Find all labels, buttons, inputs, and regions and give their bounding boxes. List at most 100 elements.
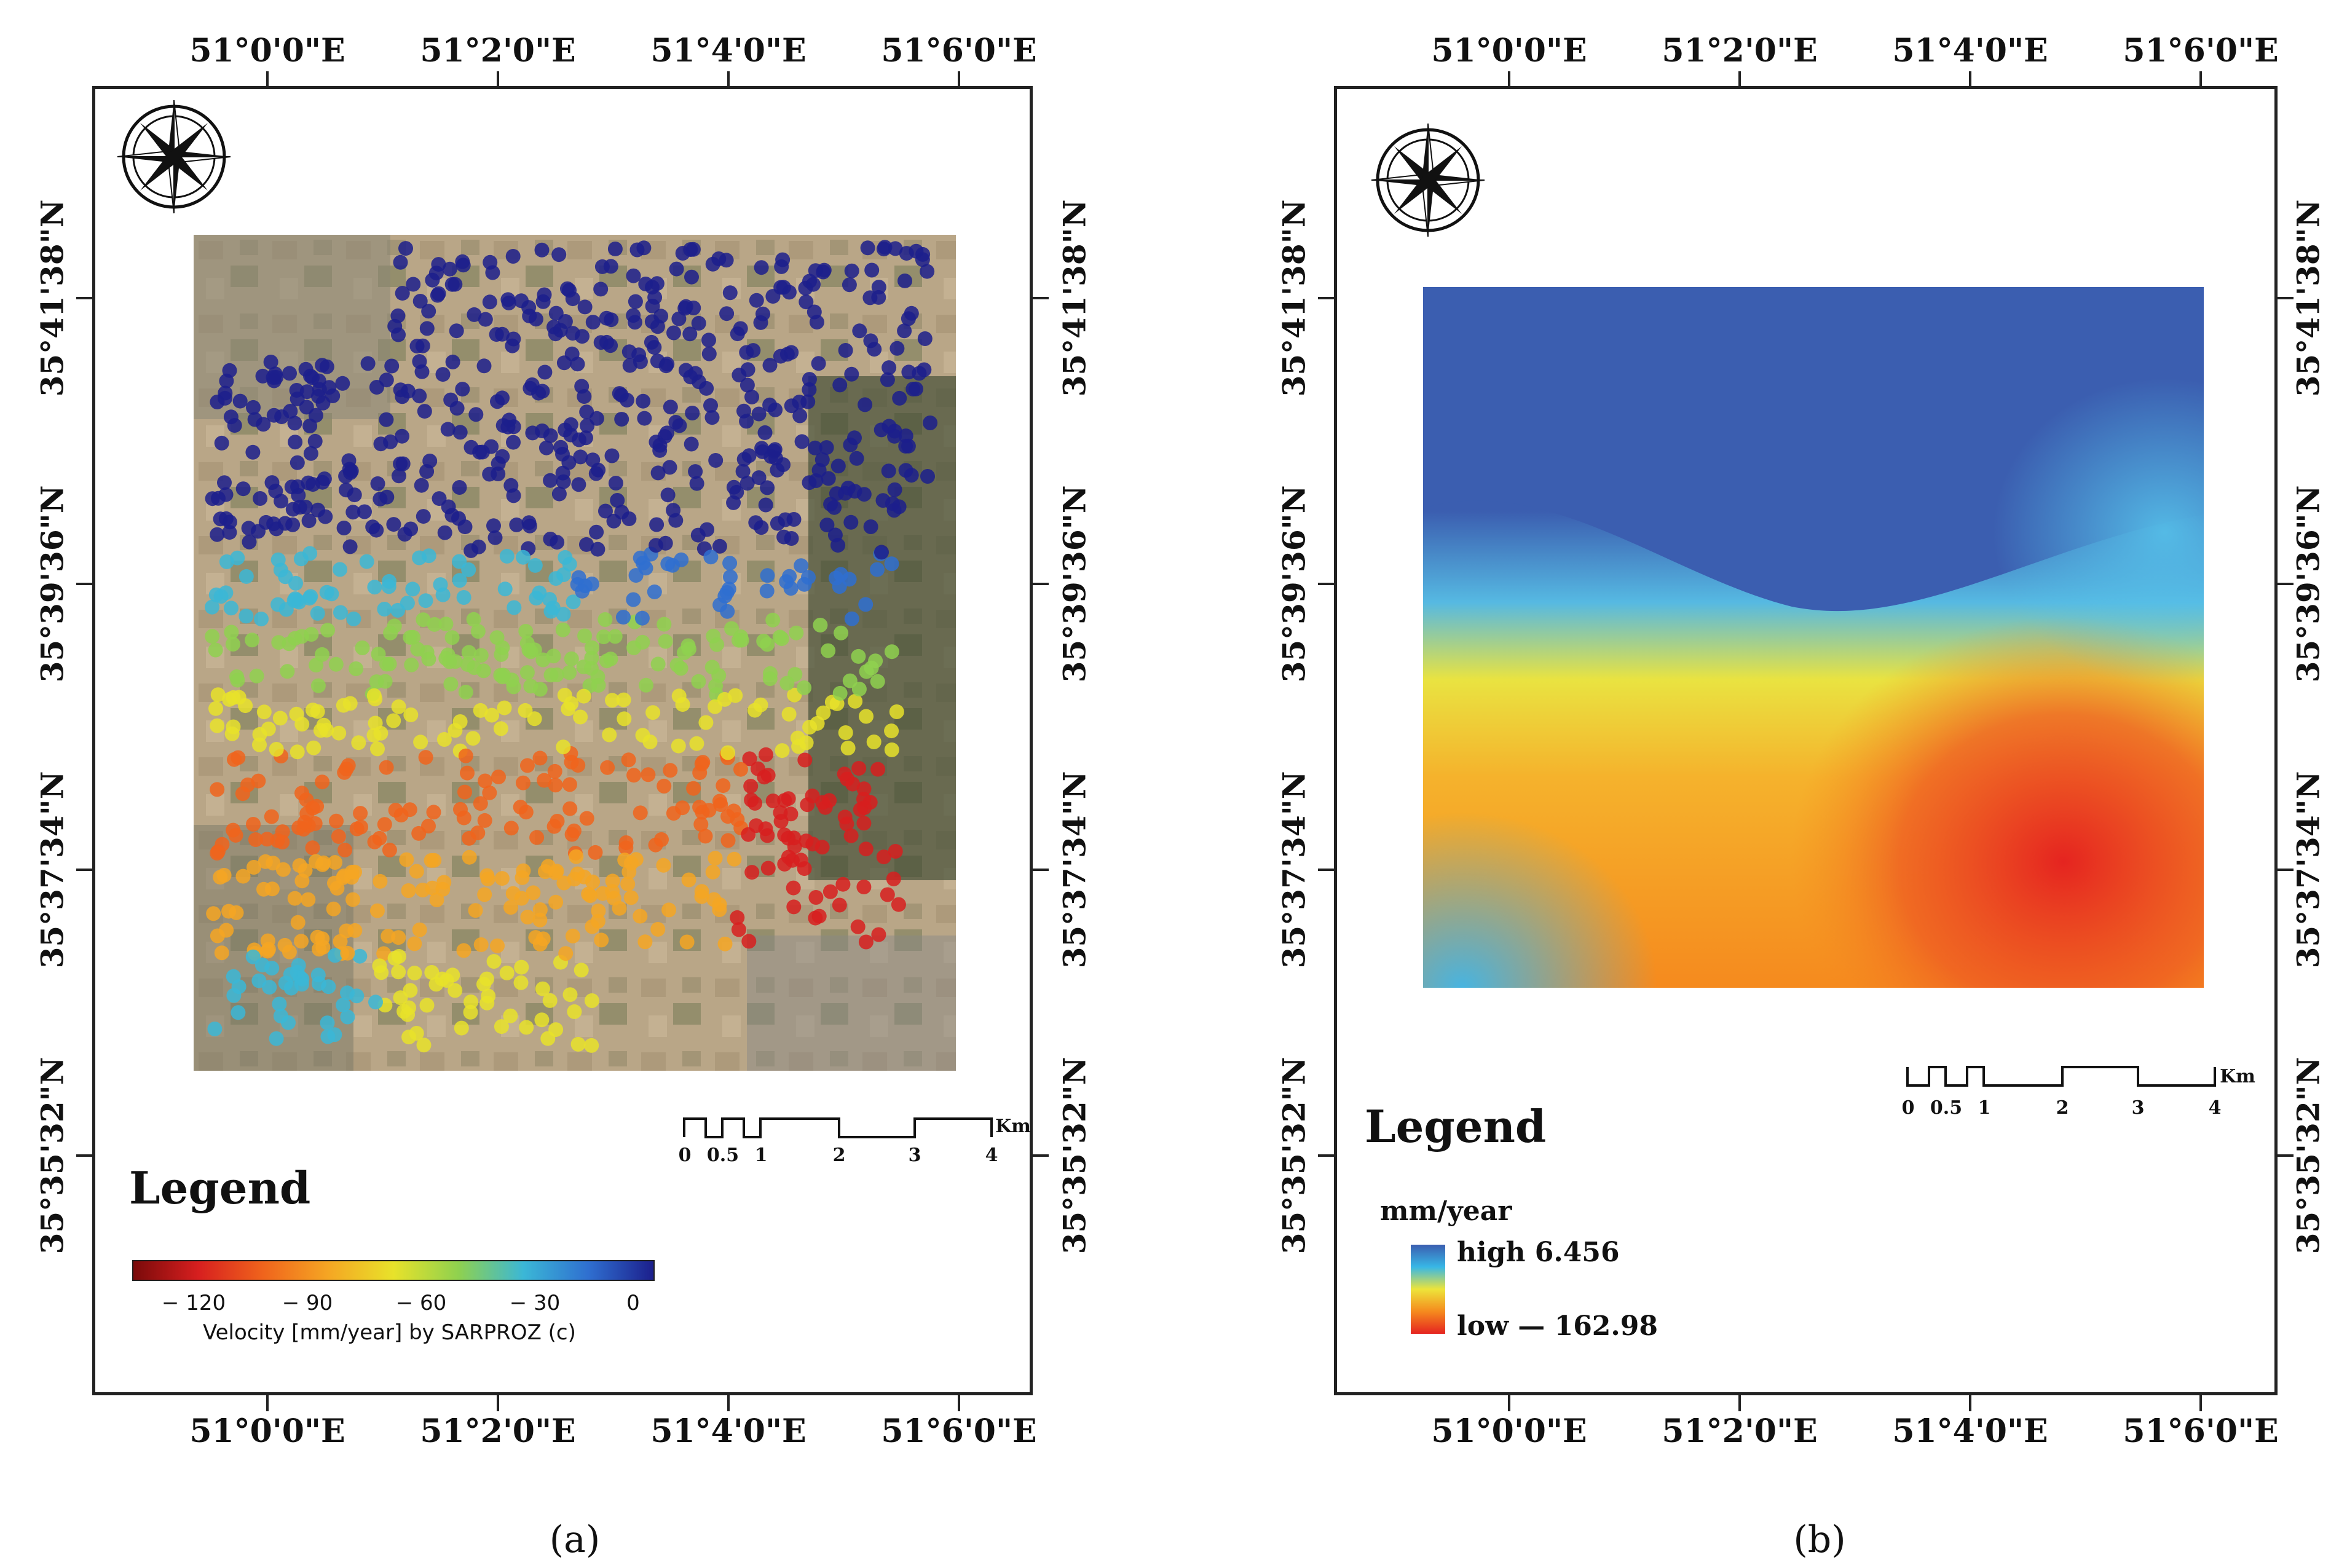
ps-point [413, 735, 428, 750]
ps-point [315, 940, 331, 955]
ps-point [870, 762, 886, 777]
ps-point [604, 448, 620, 463]
velocity-colorbar [132, 1260, 655, 1281]
ps-point [757, 770, 772, 785]
ps-point [456, 810, 471, 825]
ps-point [340, 945, 355, 961]
ps-point [786, 899, 802, 915]
ps-point [214, 945, 229, 961]
ps-point [371, 647, 386, 662]
ps-point [595, 886, 610, 901]
ps-point [703, 550, 719, 565]
ps-point [877, 240, 893, 255]
ps-point [421, 304, 436, 319]
ps-point [705, 256, 720, 272]
ps-point [816, 705, 831, 720]
ps-point [349, 661, 364, 676]
ps-point [269, 1031, 284, 1046]
ps-point [351, 735, 366, 751]
ps-point [471, 539, 486, 554]
ps-point [754, 441, 770, 456]
ps-point [535, 981, 550, 996]
ps-point [457, 784, 472, 800]
ps-point [333, 562, 347, 577]
ps-point [412, 388, 427, 404]
ps-point [499, 965, 515, 980]
ps-point [486, 518, 501, 534]
ps-point [458, 748, 473, 763]
ps-point [574, 379, 590, 394]
ps-point [665, 557, 680, 573]
ps-point [369, 674, 384, 690]
ps-point [759, 747, 773, 762]
ps-point [691, 674, 706, 689]
ps-point [462, 849, 477, 865]
ps-point [858, 841, 874, 857]
ps-point [733, 629, 749, 644]
ps-point [288, 575, 303, 591]
ps-point [490, 938, 505, 953]
ps-point [740, 362, 755, 377]
ps-point [310, 678, 326, 693]
ps-point [605, 873, 620, 889]
ps-point [449, 401, 465, 416]
ps-point [290, 915, 306, 930]
ps-point [260, 944, 275, 959]
lon-tick-top: 51°6'0"E [881, 32, 1037, 69]
ps-point [884, 644, 899, 660]
ps-point [454, 1020, 469, 1036]
ps-point [556, 355, 572, 371]
ps-point [731, 922, 746, 937]
ps-point [252, 727, 267, 742]
ps-point [723, 569, 738, 585]
ps-point [444, 277, 460, 292]
lon-tick-top: 51°4'0"E [1892, 32, 2048, 69]
ps-point [388, 803, 403, 818]
ps-point [448, 723, 463, 738]
ps-point [728, 688, 743, 703]
ps-point [740, 476, 755, 491]
ps-point [333, 605, 348, 620]
ps-point [319, 585, 334, 600]
colorbar-tick-label: 0 [626, 1291, 640, 1315]
ps-point [497, 700, 512, 715]
legend-low-label: low — 162.98 [1457, 1310, 1658, 1342]
ps-point [438, 617, 454, 632]
ps-point [341, 453, 357, 468]
ps-point [382, 842, 397, 857]
ps-point [744, 792, 759, 808]
ps-point [461, 645, 476, 660]
ps-point [562, 556, 577, 572]
ps-point [866, 735, 882, 749]
ps-point [435, 367, 451, 382]
ps-point [239, 569, 254, 584]
ps-point [671, 688, 687, 704]
ps-point [917, 331, 933, 346]
ps-point [786, 880, 801, 896]
ps-point [460, 765, 475, 781]
ps-point [641, 767, 656, 782]
ps-point [537, 364, 553, 380]
scale-label: 0.5 [706, 1144, 740, 1166]
lat-tick-right: 35°39'36"N [2290, 485, 2327, 683]
ps-point [449, 323, 464, 339]
ps-point [468, 407, 484, 422]
ps-point [303, 446, 318, 461]
ps-point [409, 1026, 424, 1041]
ps-point [282, 366, 297, 381]
scale-label: 3 [908, 1144, 921, 1166]
ps-point [602, 727, 617, 743]
ps-point [465, 731, 481, 746]
ps-point [443, 676, 459, 691]
ps-point [784, 398, 799, 414]
ps-point [577, 869, 592, 884]
ps-point [847, 484, 862, 499]
ps-point [210, 687, 226, 703]
ps-point [548, 1022, 564, 1038]
ps-point [662, 460, 677, 475]
ps-point [359, 554, 374, 569]
ps-point [283, 404, 298, 419]
ps-point [463, 1004, 478, 1020]
ps-point [258, 514, 274, 530]
ps-point [419, 321, 435, 336]
